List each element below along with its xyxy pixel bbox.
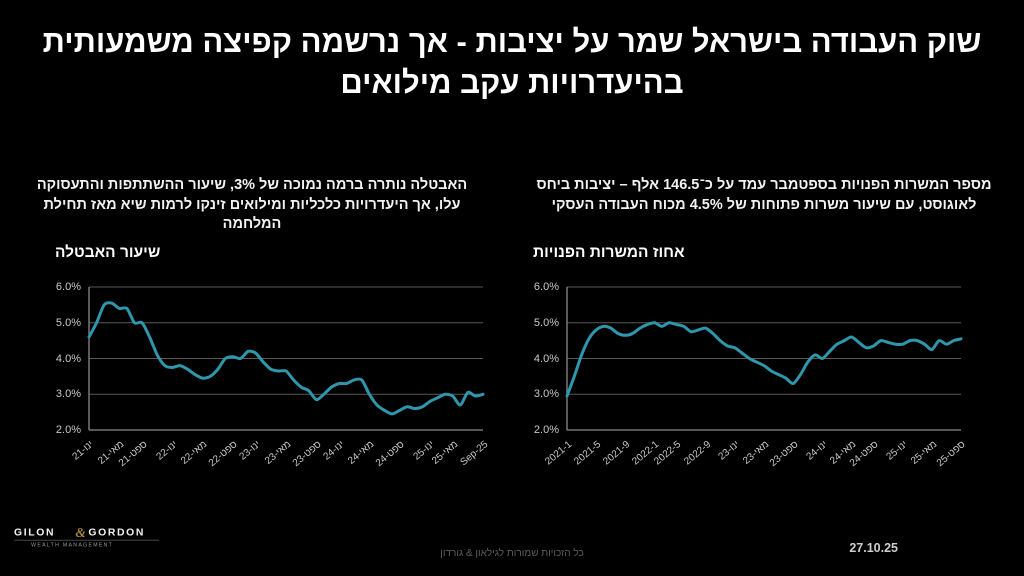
- svg-text:&: &: [75, 525, 86, 540]
- svg-text:WEALTH MANAGEMENT: WEALTH MANAGEMENT: [31, 542, 113, 548]
- svg-text:GILON: GILON: [14, 527, 55, 538]
- svg-text:GORDON: GORDON: [88, 527, 145, 538]
